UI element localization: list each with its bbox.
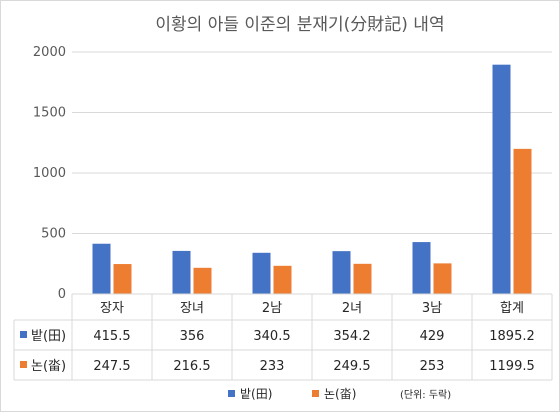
table-value: 354.2	[333, 329, 370, 344]
table-value: 216.5	[173, 359, 210, 374]
category-label: 합계	[500, 301, 524, 316]
bar	[113, 264, 132, 294]
category-label: 장자	[100, 301, 124, 316]
gridlines	[72, 51, 552, 234]
table-series-name: 논(畓)	[31, 359, 66, 374]
legend-key	[312, 390, 319, 397]
bar	[412, 242, 431, 294]
table-value: 340.5	[253, 329, 290, 344]
table-legend-key	[20, 361, 27, 368]
category-label: 3남	[422, 301, 442, 316]
legend-key	[228, 390, 235, 397]
legend-label: 밭(田)	[240, 387, 272, 401]
bar	[332, 251, 351, 294]
table-value: 247.5	[93, 359, 130, 374]
bar	[252, 252, 271, 294]
bar	[433, 263, 452, 294]
bar	[172, 250, 191, 294]
table-value: 1895.2	[489, 329, 535, 344]
bar	[492, 64, 511, 294]
table-value: 429	[420, 329, 445, 344]
bar	[513, 148, 532, 294]
y-tick-label: 500	[41, 227, 66, 242]
legend: 밭(田) 논(畓)	[228, 387, 356, 401]
bar	[92, 243, 111, 294]
legend-label: 논(畓)	[324, 387, 356, 401]
table-series-name: 밭(田)	[31, 329, 66, 344]
table-value: 356	[180, 329, 205, 344]
table-value: 415.5	[93, 329, 130, 344]
bar	[273, 265, 292, 294]
table-legend-key	[20, 331, 27, 338]
category-label: 2남	[262, 301, 282, 316]
y-tick-label: 2000	[33, 45, 66, 60]
bar	[353, 263, 372, 294]
bars	[92, 64, 532, 294]
table-value: 233	[260, 359, 285, 374]
y-tick-label: 1500	[33, 106, 66, 121]
table-value: 1199.5	[489, 359, 535, 374]
category-label: 2녀	[342, 301, 362, 316]
y-tick-label: 1000	[33, 166, 66, 181]
table-value: 249.5	[333, 359, 370, 374]
bar	[193, 267, 212, 294]
data-table: 장자 장녀 2남 2녀 3남 합계밭(田) 415.5 356 340.5 354.2 429 189…	[13, 293, 553, 381]
y-axis: 0 500 1000 1500 2000	[33, 45, 66, 302]
y-tick-label: 0	[58, 287, 66, 302]
unit-note: (단위: 두락)	[400, 388, 451, 401]
table-value: 253	[420, 359, 445, 374]
chart-title: 이황의 아들 이준의 분재기(分財記) 내역	[155, 15, 444, 35]
category-label: 장녀	[180, 301, 204, 316]
